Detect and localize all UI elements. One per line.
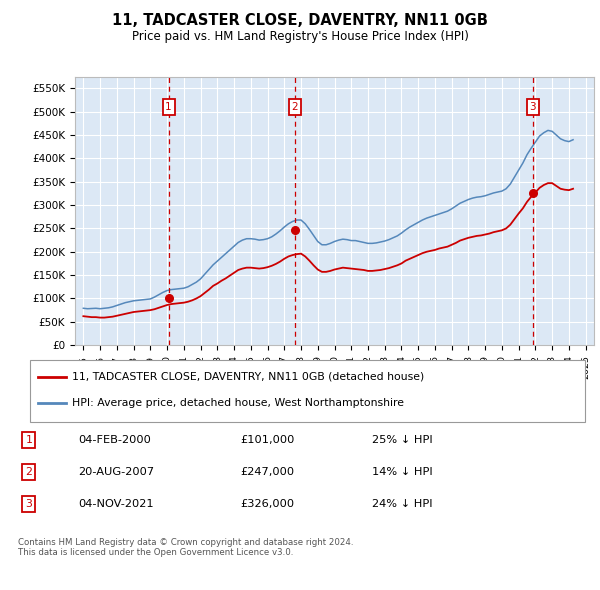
Text: 14% ↓ HPI: 14% ↓ HPI (372, 467, 433, 477)
Text: 20-AUG-2007: 20-AUG-2007 (78, 467, 154, 477)
Text: 3: 3 (25, 500, 32, 509)
Text: 11, TADCASTER CLOSE, DAVENTRY, NN11 0GB: 11, TADCASTER CLOSE, DAVENTRY, NN11 0GB (112, 13, 488, 28)
Text: Contains HM Land Registry data © Crown copyright and database right 2024.
This d: Contains HM Land Registry data © Crown c… (18, 538, 353, 558)
Text: 2: 2 (25, 467, 32, 477)
Text: 3: 3 (529, 102, 536, 112)
Text: 11, TADCASTER CLOSE, DAVENTRY, NN11 0GB (detached house): 11, TADCASTER CLOSE, DAVENTRY, NN11 0GB … (71, 372, 424, 382)
Text: 04-FEB-2000: 04-FEB-2000 (78, 435, 151, 444)
Text: Price paid vs. HM Land Registry's House Price Index (HPI): Price paid vs. HM Land Registry's House … (131, 30, 469, 43)
FancyBboxPatch shape (30, 360, 585, 422)
Text: 24% ↓ HPI: 24% ↓ HPI (372, 500, 433, 509)
Text: £326,000: £326,000 (240, 500, 294, 509)
Text: 1: 1 (25, 435, 32, 444)
Text: 1: 1 (165, 102, 172, 112)
Text: HPI: Average price, detached house, West Northamptonshire: HPI: Average price, detached house, West… (71, 398, 404, 408)
Text: 04-NOV-2021: 04-NOV-2021 (78, 500, 154, 509)
Text: 2: 2 (292, 102, 298, 112)
Text: £101,000: £101,000 (240, 435, 295, 444)
Text: 25% ↓ HPI: 25% ↓ HPI (372, 435, 433, 444)
Text: £247,000: £247,000 (240, 467, 294, 477)
